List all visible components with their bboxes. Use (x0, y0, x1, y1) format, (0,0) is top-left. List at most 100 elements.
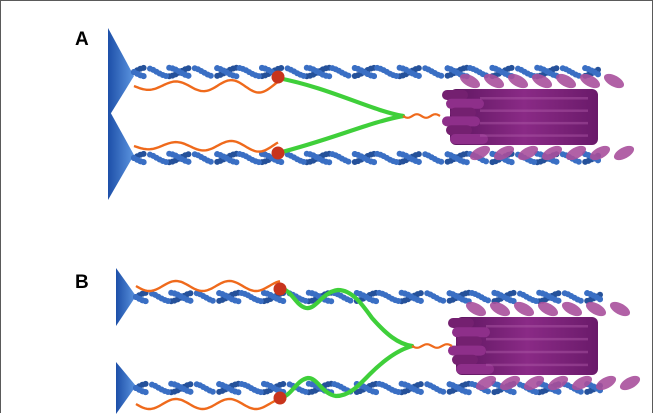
actin-bead (440, 298, 446, 304)
actin-bead (256, 159, 262, 165)
actin-bead (511, 389, 517, 395)
actin-bead (141, 151, 147, 157)
actin-bead (258, 389, 264, 395)
myosin-rod-tip (448, 346, 486, 356)
actin-bead (555, 298, 561, 304)
actin-bead (553, 159, 559, 165)
actin-bead (301, 73, 307, 79)
actin-bead (141, 73, 147, 79)
myosin-head (618, 373, 643, 393)
actin-bead (418, 381, 424, 387)
actin-bead (393, 73, 399, 79)
myosin-streak (486, 338, 588, 341)
actin-bead (165, 389, 171, 395)
linker-arm-a-top (278, 78, 403, 116)
actin-bead (163, 73, 169, 79)
myosin-bundle-b (448, 299, 642, 393)
actin-bead (373, 389, 379, 395)
myosin-streak (486, 364, 588, 367)
actin-bead (597, 296, 603, 302)
actin-bead (208, 73, 214, 79)
myosin-streak (486, 351, 588, 354)
actin-bead (187, 290, 193, 296)
actin-bead (185, 73, 191, 79)
actin-bead (555, 389, 561, 395)
myosin-streak (480, 109, 588, 112)
actin-bead (323, 73, 329, 79)
myosin-rod-tip (452, 355, 478, 365)
actin-bead (533, 389, 539, 395)
actin-bead (185, 151, 191, 157)
actin-bead (416, 151, 422, 157)
actin-bead (325, 298, 331, 304)
actin-bead (485, 297, 491, 303)
actin-bead (438, 73, 444, 79)
actin-bead (371, 159, 377, 165)
actin-bead (553, 65, 559, 71)
actin-bead (278, 65, 284, 71)
actin-bead (418, 290, 424, 296)
actin-bead (187, 298, 193, 304)
tether-b-bottom (136, 399, 280, 409)
actin-bead (232, 298, 238, 304)
binding-node-a-top (272, 71, 285, 84)
actin-bead (345, 159, 351, 165)
tether-a-top (134, 80, 278, 92)
myosin-streak (486, 325, 588, 328)
actin-bead (418, 389, 424, 395)
actin-bead (416, 73, 422, 79)
actin-bead (210, 389, 216, 395)
actin-bead (463, 389, 469, 395)
myosin-rod-tip (446, 99, 484, 109)
actin-bead (143, 381, 149, 387)
actin-bead (256, 73, 262, 79)
myosin-rod-tip (446, 125, 472, 135)
actin-bead (280, 381, 286, 387)
actin-bead (210, 298, 216, 304)
panel-a (108, 28, 636, 200)
actin-bead (208, 159, 214, 165)
linker-stem-b (412, 344, 452, 348)
actin-bead (165, 298, 171, 304)
actin-bead (230, 159, 236, 165)
myosin-streak (480, 97, 588, 100)
actin-bead (345, 73, 351, 79)
myosin-head (608, 299, 633, 319)
myosin-rod-tip (448, 318, 474, 328)
linker-arm-a-bottom (278, 116, 403, 153)
actin-bead (461, 159, 467, 165)
actin-bead (347, 298, 353, 304)
myosin-rod-tip (442, 116, 480, 126)
actin-bead (509, 159, 515, 165)
actin-bead (278, 159, 284, 165)
linker-stem-a (403, 114, 440, 118)
actin-bead (185, 65, 191, 71)
actin-bead (187, 389, 193, 395)
actin-bead (143, 389, 149, 395)
actin-bead (301, 159, 307, 165)
actin-bead (163, 159, 169, 165)
actin-bead (230, 73, 236, 79)
actin-bead (440, 389, 446, 395)
actin-bead (533, 298, 539, 304)
myosin-rod-tip (442, 90, 468, 100)
actin-bead (576, 159, 582, 165)
actin-bead (143, 298, 149, 304)
actin-bead (509, 65, 515, 71)
actin-bead (141, 159, 147, 165)
actin-bead (232, 389, 238, 395)
myosin-rod-tip (450, 108, 476, 118)
actin-bead (280, 298, 286, 304)
panel-b (116, 268, 642, 414)
actin-bead (483, 158, 489, 164)
actin-bead (141, 65, 147, 71)
actin-bead (395, 298, 401, 304)
anchor-plate-a-top (108, 28, 134, 118)
actin-bead (485, 388, 491, 394)
actin-bead (416, 159, 422, 165)
actin-bead (187, 381, 193, 387)
myosin-streak (480, 134, 588, 137)
actin-bead (418, 298, 424, 304)
actin-bead (258, 298, 264, 304)
actin-bead (371, 73, 377, 79)
